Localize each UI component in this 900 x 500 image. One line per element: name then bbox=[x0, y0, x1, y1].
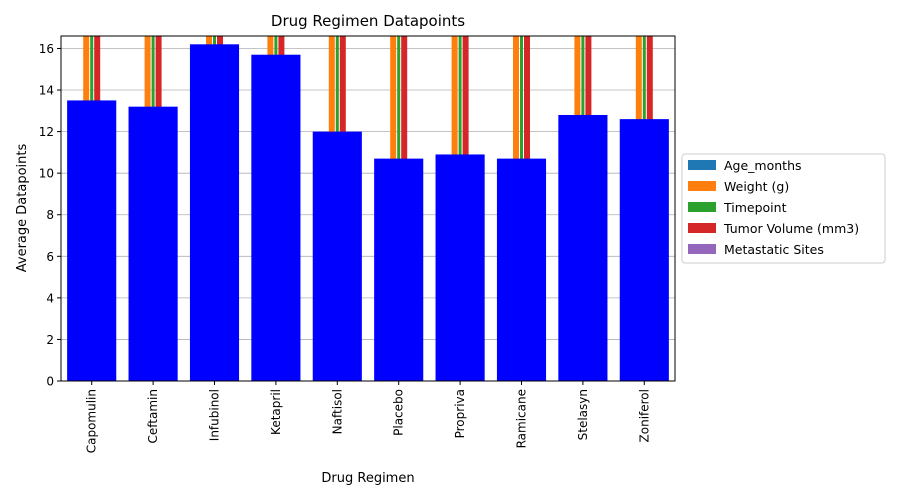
legend-swatch bbox=[688, 223, 716, 233]
y-tick-label: 6 bbox=[46, 250, 54, 264]
x-tick-label: Infubinol bbox=[208, 389, 222, 441]
y-tick-label: 12 bbox=[39, 125, 54, 139]
legend-label: Tumor Volume (mm3) bbox=[723, 221, 859, 236]
y-axis-label: Average Datapoints bbox=[15, 144, 30, 273]
x-tick-label: Ramicane bbox=[515, 389, 529, 448]
bar bbox=[189, 44, 240, 381]
bar bbox=[251, 54, 301, 381]
y-tick-label: 10 bbox=[39, 167, 54, 181]
x-tick-label: Stelasyn bbox=[576, 389, 590, 440]
bar bbox=[435, 154, 485, 381]
x-tick-label: Placebo bbox=[392, 389, 406, 436]
legend-label: Metastatic Sites bbox=[724, 242, 824, 257]
plot-frame bbox=[60, 35, 676, 382]
legend-label: Weight (g) bbox=[724, 179, 789, 194]
x-axis: Capomulin Ceftamin Infubinol Ketapril Naftis… bbox=[85, 381, 651, 453]
y-tick-label: 2 bbox=[46, 333, 54, 347]
bar bbox=[374, 158, 424, 381]
bar bbox=[496, 158, 547, 381]
y-tick-label: 4 bbox=[46, 291, 54, 305]
y-tick-label: 16 bbox=[39, 42, 54, 56]
legend-label: Timepoint bbox=[723, 200, 787, 215]
x-tick-label: Ketapril bbox=[269, 389, 283, 435]
x-tick-label: Ceftamin bbox=[146, 389, 160, 443]
x-tick-label: Capomulin bbox=[85, 389, 99, 453]
legend: Age_months Weight (g) Timepoint Tumor Volum… bbox=[681, 153, 886, 264]
bar bbox=[619, 119, 669, 381]
legend-label: Age_months bbox=[724, 158, 802, 173]
legend-frame bbox=[681, 153, 886, 264]
legend-swatch bbox=[688, 181, 716, 191]
bar bbox=[312, 131, 362, 381]
x-tick-label: Naftisol bbox=[330, 389, 344, 434]
x-axis-label: Drug Regimen bbox=[321, 471, 414, 486]
y-tick-label: 14 bbox=[39, 84, 54, 98]
y-axis: 0 2 4 6 8 10 12 14 16 bbox=[39, 42, 61, 389]
legend-swatch bbox=[688, 202, 716, 212]
y-tick-label: 0 bbox=[46, 375, 54, 389]
bar bbox=[67, 100, 117, 382]
legend-swatch bbox=[688, 160, 716, 170]
legend-swatch bbox=[688, 244, 716, 254]
bar bbox=[128, 106, 178, 381]
chart-title: Drug Regimen Datapoints bbox=[271, 12, 465, 30]
bar bbox=[558, 114, 608, 382]
y-tick-label: 8 bbox=[46, 208, 54, 222]
x-tick-label: Propriva bbox=[453, 389, 467, 438]
x-tick-label: Zoniferol bbox=[637, 389, 651, 442]
bars bbox=[67, 36, 669, 382]
